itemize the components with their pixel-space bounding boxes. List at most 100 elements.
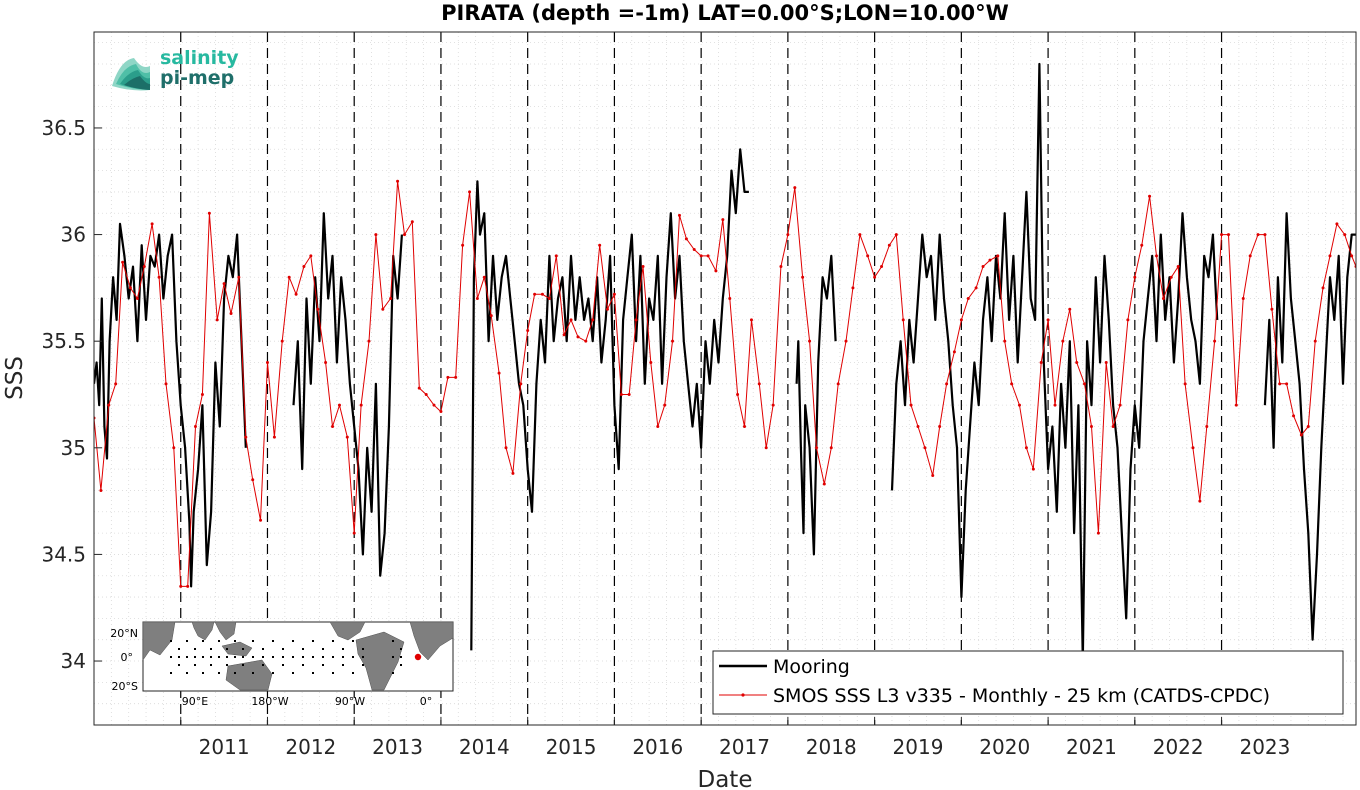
smos-point — [1089, 424, 1093, 428]
mooring-site-dot — [392, 656, 394, 658]
mooring-site-dot — [202, 672, 204, 674]
smos-point — [424, 392, 428, 396]
smos-point — [504, 446, 508, 450]
smos-point — [359, 403, 363, 407]
smos-point — [1306, 424, 1310, 428]
smos-point — [1017, 403, 1021, 407]
smos-point — [1061, 339, 1065, 343]
smos-point — [1234, 403, 1238, 407]
mooring-site-dot — [262, 656, 264, 658]
smos-point — [1140, 243, 1144, 247]
smos-point — [1155, 254, 1159, 258]
smos-point — [244, 435, 248, 439]
mooring-site-dot — [332, 656, 334, 658]
smos-point — [931, 474, 935, 478]
smos-point — [945, 382, 949, 386]
mooring-site-dot — [202, 656, 204, 658]
smos-point — [981, 265, 985, 269]
smos-point — [554, 254, 558, 258]
smos-point — [1270, 307, 1274, 311]
mooring-site-dot — [282, 656, 284, 658]
mooring-line-segment — [795, 254, 837, 556]
smos-point — [489, 314, 493, 318]
mooring-site-dot — [170, 640, 172, 642]
smos-point — [779, 265, 783, 269]
y-tick-label: 36 — [61, 223, 86, 247]
smos-point — [331, 424, 335, 428]
x-axis: 2011 2012 2013 2014 2015 2016 2017 2018 2019 2020… — [180, 717, 1290, 759]
smos-point — [1083, 382, 1087, 386]
smos-point — [215, 318, 219, 322]
x-tick-label: 2022 — [1153, 735, 1204, 759]
smos-point — [135, 297, 139, 301]
x-tick-label: 2017 — [719, 735, 770, 759]
mooring-site-dot — [226, 656, 228, 658]
mooring-site-dot — [312, 672, 314, 674]
mooring-site-dot — [362, 656, 364, 658]
smos-point — [1126, 318, 1130, 322]
y-axis-label: SSS — [2, 356, 28, 400]
mooring-site-dot — [218, 656, 220, 658]
mooring-site-dot — [282, 648, 284, 650]
mooring-site-dot — [362, 648, 364, 650]
mooring-site-dot — [352, 640, 354, 642]
smos-point — [107, 403, 111, 407]
inset-map-frame — [142, 621, 454, 692]
x-tick-label: 2012 — [285, 735, 336, 759]
mooring-site-dot — [218, 672, 220, 674]
inset-lon-label-90e: 90°E — [182, 695, 208, 708]
smos-point — [612, 292, 616, 296]
inset-lon-label-0: 0° — [420, 695, 433, 708]
inset-map: 20°N 0° 20°S 90°E 180°W 90°W 0° — [110, 621, 454, 708]
smos-point — [1148, 194, 1152, 198]
x-tick-label: 2016 — [632, 735, 683, 759]
smos-point — [576, 335, 580, 339]
smos-point — [172, 446, 176, 450]
smos-point — [1075, 361, 1079, 365]
smos-point — [649, 361, 653, 365]
smos-point — [569, 318, 573, 322]
smos-point — [1328, 254, 1332, 258]
smos-point — [699, 254, 703, 258]
mooring-site-dot — [400, 648, 402, 650]
smos-point — [1220, 233, 1224, 237]
australia-shape — [225, 659, 273, 691]
indonesia-shape — [221, 641, 253, 657]
south-america-shape — [355, 631, 405, 691]
smos-point — [1313, 339, 1317, 343]
mooring-site-dot — [272, 640, 274, 642]
smos-point — [186, 584, 190, 588]
mooring-site-dot — [252, 640, 254, 642]
smos-point — [280, 339, 284, 343]
smos-point — [417, 386, 421, 390]
smos-point — [1133, 275, 1137, 279]
smos-point — [1299, 433, 1303, 437]
smos-point — [1104, 361, 1108, 365]
logo: salinity pi-mep — [112, 47, 239, 91]
plot-area — [94, 32, 1356, 725]
mooring-site-dot — [252, 672, 254, 674]
smos-point — [164, 382, 168, 386]
smos-point — [1096, 531, 1100, 535]
mooring-site-dot — [194, 664, 196, 666]
mooring-site-dot — [322, 664, 324, 666]
inset-lat-label-0: 0° — [121, 651, 134, 664]
smos-point — [1118, 403, 1122, 407]
smos-point — [671, 339, 675, 343]
x-tick-label: 2020 — [979, 735, 1030, 759]
smos-point — [901, 318, 905, 322]
smos-point — [324, 361, 328, 365]
smos-point — [99, 488, 103, 492]
mooring-site-dot — [292, 656, 294, 658]
mooring-line-segment — [470, 148, 749, 651]
mooring-site-dot — [292, 672, 294, 674]
smos-point — [1161, 297, 1165, 301]
smos-point — [1198, 499, 1202, 503]
smos-point — [114, 382, 118, 386]
x-tick-label: 2021 — [1066, 735, 1117, 759]
mooring-site-dot — [242, 664, 244, 666]
smos-point — [1335, 222, 1339, 226]
smos-point — [1010, 382, 1014, 386]
mooring-site-dot — [400, 656, 402, 658]
